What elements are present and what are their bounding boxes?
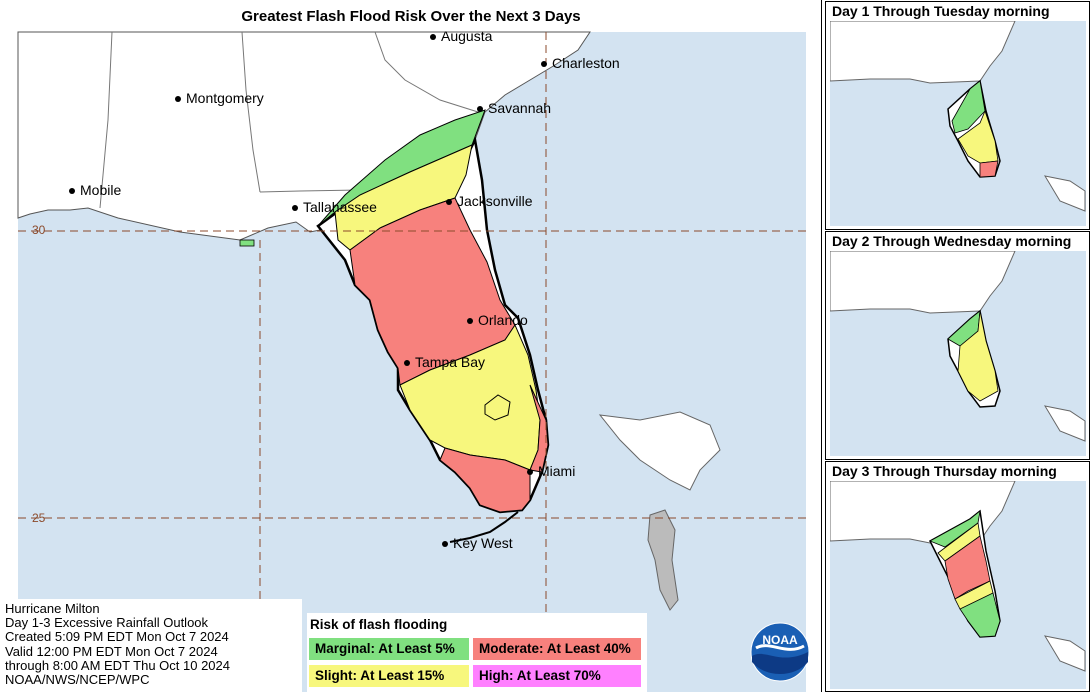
day2-map [830,251,1086,456]
bahamas-outline [647,509,679,611]
city-charleston: Charleston [541,55,620,71]
city-savannah: Savannah [477,100,551,116]
state-borders [99,31,479,209]
legend-high: High: At Least 70% [473,665,641,687]
info-line-valid-start: Valid 12:00 PM EDT Mon Oct 7 2024 [5,643,218,659]
day3-panel: Day 3 Through Thursday morning [825,461,1090,692]
city-marker-icon [292,205,298,212]
lake-okeechobee [484,394,511,421]
city-jacksonville: Jacksonville [446,193,532,209]
info-line-valid-end: through 8:00 AM EDT Thu Oct 10 2024 [5,657,230,673]
day3-panel-title: Day 3 Through Thursday morning [832,463,1057,479]
city-label: Tampa Bay [415,354,486,370]
lat-lon-grid [18,32,806,692]
city-marker-icon [69,188,75,195]
city-orlando: Orlando [467,312,528,328]
city-augusta: Augusta [430,28,492,44]
city-marker-icon [175,96,181,103]
noaa-logo: NOAA [750,622,810,682]
info-line-product: Day 1-3 Excessive Rainfall Outlook [5,615,209,631]
main-map-canvas [17,31,806,692]
latitude-25-label: 25 [32,511,46,525]
city-marker-icon [527,469,533,476]
city-marker-icon [467,318,473,325]
city-label: Tallahassee [303,199,377,215]
city-mobile: Mobile [69,182,121,198]
legend-title: Risk of flash flooding [310,617,448,632]
day3-map [830,481,1086,689]
map-title: Greatest Flash Flood Risk Over the Next … [241,8,581,25]
city-miami: Miami [527,463,575,479]
city-marker-icon [430,34,436,41]
marginal-area-panhandle [239,239,255,247]
city-label: Jacksonville [457,193,533,209]
city-marker-icon [442,541,448,548]
city-marker-icon [541,61,547,68]
city-label: Miami [538,463,576,479]
city-marker-icon [477,106,483,113]
day1-map [830,21,1086,226]
city-tampa-bay: Tampa Bay [404,354,485,370]
info-line-created: Created 5:09 PM EDT Mon Oct 7 2024 [5,629,229,645]
day2-panel: Day 2 Through Wednesday morning [825,231,1090,460]
city-label: Key West [453,535,513,551]
city-key-west: Key West [442,535,513,551]
city-label: Augusta [441,28,493,44]
city-marker-icon [404,360,410,367]
svg-text:NOAA: NOAA [762,633,798,647]
city-label: Charleston [552,55,620,71]
cuba-outline [598,411,721,491]
legend-slight: Slight: At Least 15% [309,665,469,687]
latitude-30-label: 30 [32,223,46,237]
risk-legend: Risk of flash flooding Marginal: At Leas… [307,613,647,692]
main-map: Greatest Flash Flood Risk Over the Next … [17,0,822,692]
info-line-event: Hurricane Milton [5,601,100,616]
city-tallahassee: Tallahassee [292,199,377,215]
city-label: Montgomery [186,90,264,106]
noaa-logo-icon: NOAA [750,622,810,682]
city-label: Savannah [488,100,552,116]
legend-moderate: Moderate: At Least 40% [473,638,641,660]
day1-panel: Day 1 Through Tuesday morning [825,1,1090,230]
day2-panel-title: Day 2 Through Wednesday morning [832,233,1072,249]
day1-panel-title: Day 1 Through Tuesday morning [832,3,1050,19]
moderate-area-south [439,447,531,513]
city-label: Mobile [80,182,122,198]
legend-marginal: Marginal: At Least 5% [309,638,469,660]
city-montgomery: Montgomery [175,90,264,106]
city-label: Orlando [478,312,528,328]
florida-keys [449,511,519,543]
outlook-info-box: Hurricane Milton Day 1-3 Excessive Rainf… [0,599,302,692]
city-marker-icon [446,199,452,206]
info-line-agency: NOAA/NWS/NCEP/WPC [5,672,150,688]
